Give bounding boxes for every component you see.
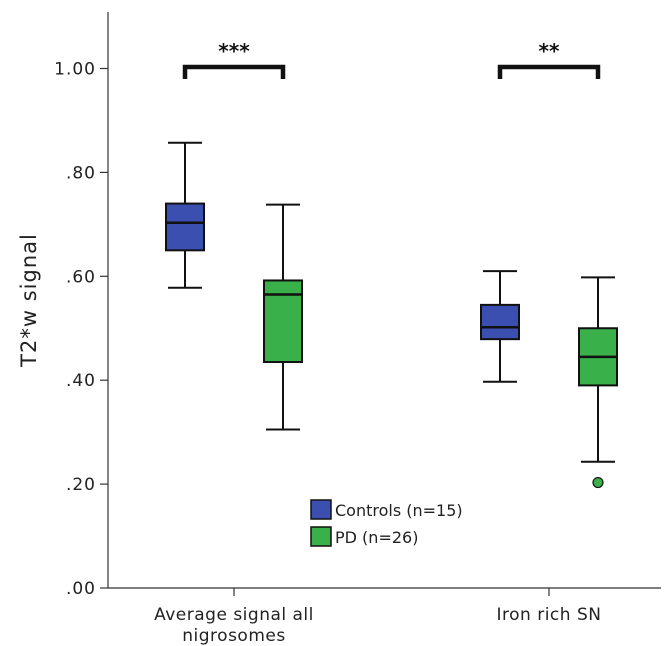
y-tick-label: .20 [66,475,96,495]
legend-swatch [310,526,332,547]
significance-label: *** [218,39,250,63]
y-tick-label: .80 [66,163,96,183]
axes [107,12,661,589]
box-controls-1 [480,270,520,383]
outlier-point [592,476,604,489]
y-tick-label: .00 [66,579,96,599]
legend-label: PD (n=26) [335,528,418,547]
box-pd-1 [578,276,618,489]
x-tick-label: Iron rich SN [497,605,602,625]
legend-label: Controls (n=15) [335,501,463,520]
box-pd-0 [263,203,303,431]
significance-brackets: *** ** [182,39,601,79]
y-tick-label: 1.00 [54,60,96,80]
y-tick-label: .40 [66,371,96,391]
significance-bracket [182,64,286,79]
box-iqr [165,202,205,252]
legend: Controls (n=15) PD (n=26) [310,499,463,547]
x-tick-label: Average signal all [154,605,314,625]
y-tick-label: .60 [66,267,96,287]
y-axis-title: T2*w signal [17,233,41,368]
x-tick-label-line2: nigrosomes [182,626,285,646]
legend-swatch [310,499,332,520]
significance-label: ** [539,39,560,63]
significance-bracket [497,64,601,79]
box-controls-0 [165,141,205,289]
boxes [165,141,618,489]
box-iqr [480,303,520,341]
y-ticks: .00 .20 .40 .60 .80 1.00 [54,60,108,599]
box-iqr [263,279,303,364]
